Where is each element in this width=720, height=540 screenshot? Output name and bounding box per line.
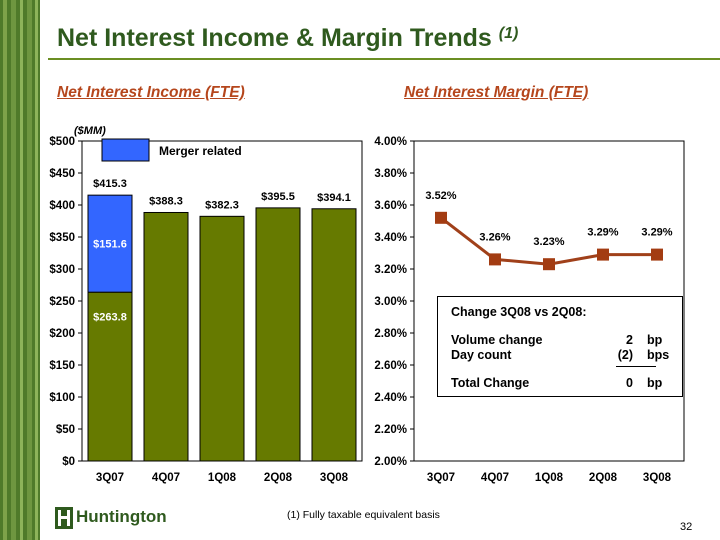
line-x-tick-label: 1Q08 [535, 472, 564, 484]
line-data-label: 3.23% [533, 236, 564, 248]
bar-core [255, 207, 301, 462]
change-row-value: (2) [617, 348, 633, 362]
bar-total-label: $395.5 [261, 191, 295, 203]
line-y-tick-label: 4.00% [374, 136, 407, 148]
change-row-value: 0 [626, 376, 633, 390]
decorative-stripes [0, 0, 40, 540]
bar-segment-label-merger: $151.6 [93, 239, 127, 251]
bar-core [199, 215, 245, 462]
line-data-label: 3.26% [479, 231, 510, 243]
change-box-title: Change 3Q08 vs 2Q08: [451, 305, 587, 319]
line-y-tick-label: 3.40% [374, 232, 407, 244]
title-footnote-ref: (1) [498, 25, 519, 42]
line-y-tick-label: 3.60% [374, 200, 407, 212]
title-divider [48, 58, 720, 60]
line-data-label: 3.29% [587, 227, 618, 239]
change-row-unit: bp [647, 376, 663, 390]
bar-total-label: $415.3 [93, 178, 127, 190]
bar-y-tick-label: $0 [62, 456, 75, 468]
bar-y-tick-label: $450 [49, 168, 75, 180]
line-y-tick-label: 2.20% [374, 424, 407, 436]
line-y-tick-label: 3.80% [374, 168, 407, 180]
bar-core [311, 208, 357, 462]
line-x-tick-label: 3Q08 [643, 472, 672, 484]
change-row-day-count: Day count (2) bps [451, 348, 669, 364]
bar-y-tick-label: $500 [49, 136, 75, 148]
page-title: Net Interest Income & Margin Trends (1) [57, 24, 519, 52]
bar-x-tick-label: 1Q08 [208, 472, 237, 484]
line-y-tick-label: 2.60% [374, 360, 407, 372]
change-row-label: Day count [451, 348, 512, 362]
change-row-volume: Volume change 2 bp [451, 333, 669, 349]
change-row-unit: bp [647, 333, 663, 347]
bar-x-tick-label: 2Q08 [264, 472, 293, 484]
huntington-logo-text: Huntington [76, 507, 167, 526]
bar-total-label: $394.1 [317, 192, 351, 204]
change-row-label: Volume change [451, 333, 543, 347]
line-y-tick-label: 3.00% [374, 296, 407, 308]
subtitle-net-interest-margin: Net Interest Margin (FTE) [404, 84, 589, 101]
bar-total-label: $388.3 [149, 195, 183, 207]
line-data-label: 3.29% [641, 227, 672, 239]
legend-swatch-merger [101, 138, 150, 162]
line-y-tick-label: 2.00% [374, 456, 407, 468]
subtitle-net-interest-income: Net Interest Income (FTE) [57, 84, 245, 101]
bar-unit-label: ($MM) [74, 125, 106, 137]
bar-merger-related [87, 194, 133, 293]
line-point-marker [435, 211, 447, 224]
bar-x-tick-label: 3Q08 [320, 472, 349, 484]
line-x-tick-label: 2Q08 [589, 472, 618, 484]
change-row-total: Total Change 0 bp [451, 376, 669, 392]
page-number: 32 [680, 521, 693, 533]
bar-y-tick-label: $50 [56, 424, 75, 436]
sum-underline [616, 366, 656, 367]
line-x-tick-label: 4Q07 [481, 472, 509, 484]
change-row-value: 2 [626, 333, 633, 347]
line-x-tick-label: 3Q07 [427, 472, 455, 484]
line-data-label: 3.52% [425, 190, 456, 202]
bar-y-tick-label: $300 [49, 264, 75, 276]
huntington-logo-icon [55, 507, 73, 529]
line-point-marker [651, 248, 663, 261]
bar-core [143, 211, 189, 462]
bar-x-tick-label: 4Q07 [152, 472, 180, 484]
footnote: (1) Fully taxable equivalent basis [287, 509, 440, 521]
bar-y-tick-label: $350 [49, 232, 75, 244]
bar-segment-label-core: $263.8 [93, 311, 127, 323]
line-point-marker [543, 258, 555, 271]
bar-x-tick-label: 3Q07 [96, 472, 124, 484]
bar-y-tick-label: $200 [49, 328, 75, 340]
line-y-tick-label: 2.40% [374, 392, 407, 404]
bar-core [87, 291, 133, 462]
line-y-tick-label: 2.80% [374, 328, 407, 340]
bar-y-tick-label: $400 [49, 200, 75, 212]
change-row-label: Total Change [451, 376, 530, 390]
bar-total-label: $382.3 [205, 199, 239, 211]
bar-y-tick-label: $100 [49, 392, 75, 404]
change-row-unit: bps [647, 348, 670, 362]
bar-y-tick-label: $150 [49, 360, 75, 372]
legend-label-merger: Merger related [159, 144, 242, 158]
bar-y-tick-label: $250 [49, 296, 75, 308]
change-summary-box: Change 3Q08 vs 2Q08: Volume change 2 bp … [437, 296, 683, 397]
line-point-marker [489, 253, 501, 266]
line-y-tick-label: 3.20% [374, 264, 407, 276]
line-point-marker [597, 248, 609, 261]
